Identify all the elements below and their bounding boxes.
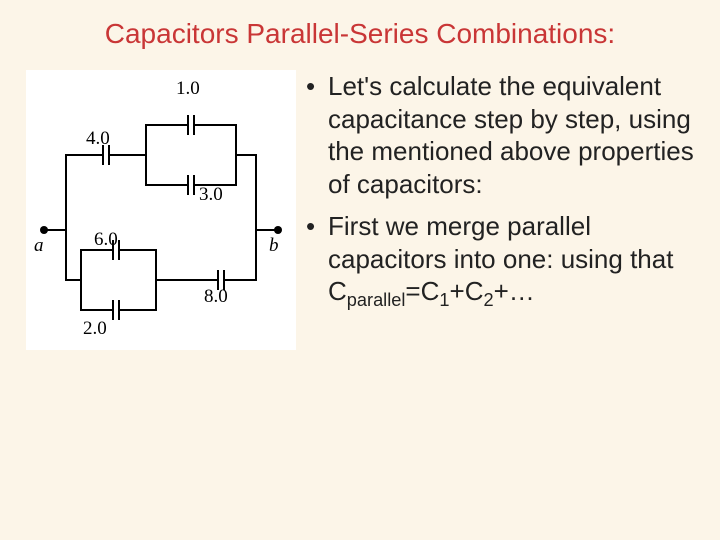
cap-4-label: 4.0 [86, 128, 110, 150]
bullet-2-sub2: 1 [439, 290, 449, 310]
bullet-list: Let's calculate the equivalent capacitan… [306, 70, 694, 350]
slide: Capacitors Parallel-Series Combinations: [0, 0, 720, 540]
cap-1-label: 1.0 [176, 78, 200, 100]
slide-title: Capacitors Parallel-Series Combinations: [26, 18, 694, 50]
bullet-1: Let's calculate the equivalent capacitan… [306, 70, 694, 200]
bullet-2-mid2: +C [450, 276, 484, 306]
bullet-1-text: Let's calculate the equivalent capacitan… [328, 71, 694, 199]
bullet-2: First we merge parallel capacitors into … [306, 210, 694, 312]
bullet-2-sub1: parallel [347, 290, 406, 310]
cap-6-label: 6.0 [94, 229, 118, 251]
bullet-2-post: +… [494, 276, 535, 306]
bullet-2-sub3: 2 [483, 290, 493, 310]
terminal-b-label: b [269, 235, 279, 257]
cap-8-label: 8.0 [204, 286, 228, 308]
content-row: a b 1.0 3.0 4.0 6.0 2.0 8.0 Let's calcul… [26, 70, 694, 350]
circuit-svg [26, 70, 296, 350]
bullet-2-mid: =C [405, 276, 439, 306]
terminal-a-label: a [34, 235, 44, 257]
circuit-diagram: a b 1.0 3.0 4.0 6.0 2.0 8.0 [26, 70, 296, 350]
cap-3-label: 3.0 [199, 184, 223, 206]
cap-2-label: 2.0 [83, 318, 107, 340]
